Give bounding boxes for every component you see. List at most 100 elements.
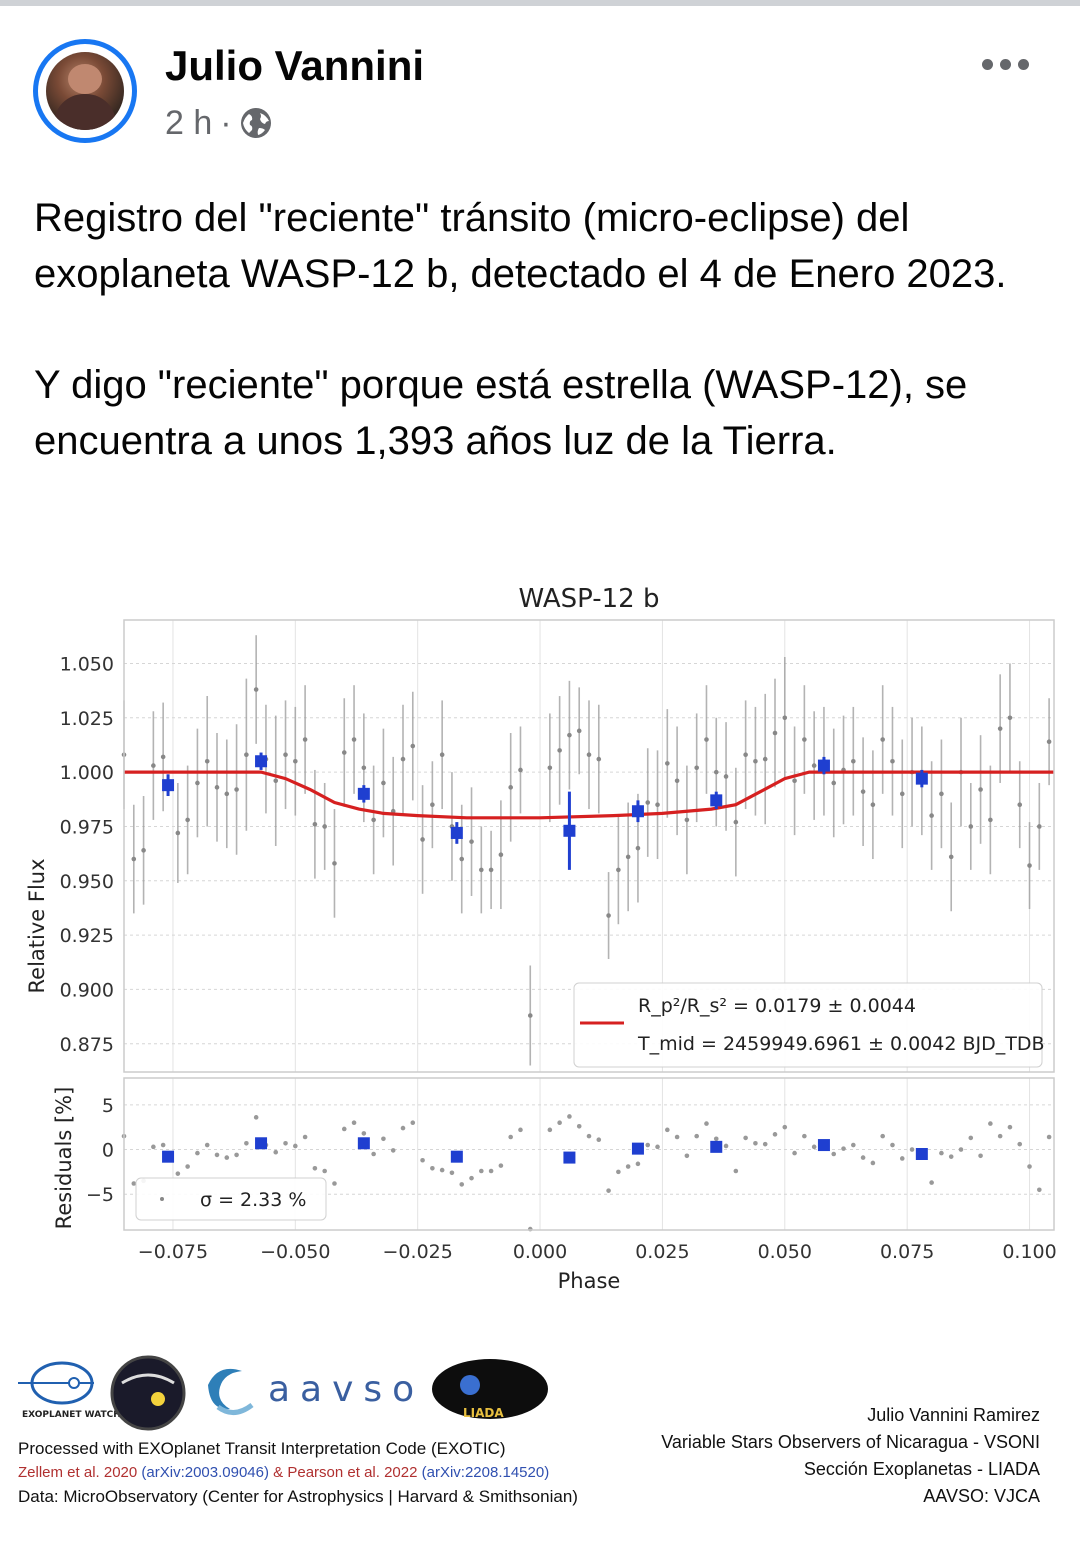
residual-tick-label: −5 (86, 1184, 114, 1206)
binned-data-point[interactable] (631, 805, 644, 818)
residual-tick-label: 0 (102, 1140, 114, 1162)
raw-data-point (802, 737, 807, 742)
credit-ref-a-link[interactable]: (arXiv:2003.09046) (141, 1464, 269, 1481)
credit-ref-amp: & (273, 1464, 284, 1481)
binned-data-point[interactable] (563, 824, 576, 837)
binned-residual-point[interactable] (255, 1137, 268, 1150)
raw-data-point (469, 839, 474, 844)
legend-tmid-text: T_mid = 2459949.6961 ± 0.0042 BJD_TDB (637, 1033, 1045, 1055)
binned-data-point[interactable] (357, 787, 370, 800)
top-divider (0, 0, 1080, 6)
raw-residual-point (410, 1120, 416, 1126)
raw-data-point (880, 737, 885, 742)
raw-residual-point (684, 1153, 690, 1159)
raw-residual-point (802, 1133, 807, 1139)
post-time[interactable]: 2 h (165, 104, 213, 142)
raw-data-point (851, 758, 856, 764)
binned-residual-point[interactable] (915, 1148, 928, 1160)
raw-residual-point (988, 1121, 993, 1126)
raw-data-point (762, 756, 768, 762)
raw-residual-point (586, 1133, 592, 1139)
raw-data-point (547, 765, 553, 771)
binned-residual-point[interactable] (450, 1150, 463, 1163)
raw-residual-point (293, 1143, 298, 1149)
binned-data-point[interactable] (710, 794, 723, 807)
raw-data-point (488, 867, 494, 873)
credit-ref-b-link[interactable]: (arXiv:2208.14520) (421, 1464, 550, 1481)
raw-residual-point (958, 1147, 964, 1152)
raw-data-point (939, 791, 944, 797)
raw-data-point (234, 787, 239, 792)
raw-data-point (694, 765, 699, 771)
more-options-icon[interactable] (980, 54, 1032, 74)
x-tick-label: 0.000 (513, 1241, 567, 1263)
raw-residual-point (488, 1168, 494, 1174)
credit-logos: EXOPLANET WATCH aavso LIADA (18, 1355, 548, 1431)
raw-data-point (214, 785, 220, 790)
raw-residual-point (880, 1133, 885, 1139)
raw-data-point (596, 756, 602, 762)
binned-residual-point[interactable] (563, 1151, 576, 1164)
y-tick-label: 0.975 (60, 816, 114, 838)
post-body: Registro del "reciente" tránsito (micro-… (34, 190, 1054, 469)
raw-residual-point (567, 1114, 572, 1119)
avatar[interactable] (33, 39, 137, 143)
transit-model-line (124, 770, 1054, 820)
y-tick-label: 0.925 (60, 925, 114, 947)
binned-data-point[interactable] (450, 826, 463, 839)
raw-residual-point (160, 1142, 166, 1148)
raw-residual-point (978, 1153, 983, 1159)
raw-residual-point (909, 1147, 915, 1152)
raw-residual-point (508, 1134, 513, 1140)
transit-light-curve-chart[interactable]: −0.075 −0.050 −0.025 0.000 0.025 0.050 0.075 0.… (0, 560, 1080, 1320)
raw-data-point (283, 752, 288, 758)
raw-data-point (948, 854, 954, 860)
binned-residual-point[interactable] (631, 1142, 644, 1155)
binned-data-point[interactable] (915, 772, 928, 785)
raw-data-point (1046, 739, 1052, 744)
raw-residual-point (547, 1127, 553, 1133)
raw-data-point (811, 763, 817, 768)
raw-data-point (635, 845, 641, 851)
raw-residual-point (224, 1155, 230, 1160)
raw-data-point (381, 780, 386, 786)
chart-title: WASP-12 b (519, 584, 660, 614)
binned-residual-point[interactable] (162, 1150, 175, 1163)
binned-data-point[interactable] (817, 759, 830, 772)
raw-residual-point (518, 1127, 523, 1133)
fit-legend: R_p²/R_s² = 0.0179 ± 0.0044 T_mid = 2459… (573, 982, 1045, 1068)
credit-section: Sección Exoplanetas - LIADA (803, 1459, 1040, 1479)
raw-residual-point (283, 1140, 288, 1146)
raw-data-point (645, 800, 651, 805)
raw-residual-point (341, 1126, 347, 1132)
y-tick-label: 1.000 (60, 762, 114, 784)
x-tick-label: 0.075 (880, 1241, 934, 1263)
raw-data-point (175, 830, 181, 836)
raw-residual-point (1017, 1141, 1023, 1147)
raw-residual-point (459, 1182, 465, 1187)
binned-residual-point[interactable] (710, 1140, 723, 1153)
raw-residual-point (948, 1154, 954, 1159)
binned-data-point[interactable] (255, 755, 268, 768)
x-tick-label: 0.025 (635, 1241, 689, 1263)
credit-data-source: Data: MicroObservatory (Center for Astro… (18, 1487, 578, 1506)
raw-residual-point (645, 1142, 651, 1148)
raw-residual-point (420, 1157, 425, 1163)
raw-data-point (831, 780, 837, 786)
binned-residual-point[interactable] (817, 1139, 830, 1152)
raw-residual-point (870, 1160, 876, 1166)
raw-data-point (968, 824, 974, 829)
raw-residual-point (968, 1135, 974, 1141)
raw-data-point (586, 752, 592, 758)
raw-residual-point (811, 1144, 817, 1150)
raw-residual-point (234, 1152, 239, 1158)
raw-residual-point (351, 1120, 357, 1126)
raw-residual-point (713, 1136, 719, 1142)
raw-data-point (704, 737, 709, 742)
author-name[interactable]: Julio Vannini (165, 42, 425, 89)
raw-residual-point (381, 1136, 386, 1142)
raw-residual-point (151, 1144, 156, 1150)
binned-data-point[interactable] (162, 779, 175, 792)
binned-residual-point[interactable] (357, 1137, 370, 1150)
raw-data-point (195, 780, 200, 786)
